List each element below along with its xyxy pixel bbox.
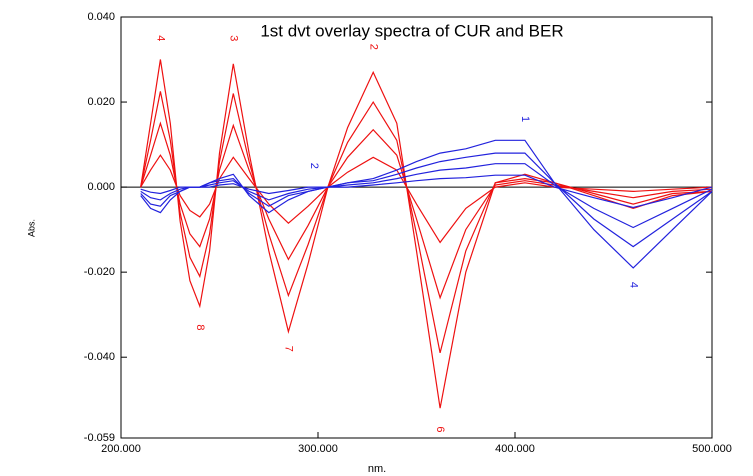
y-tick-label: 0.040 (87, 11, 115, 23)
x-tick-label: 300.000 (298, 443, 338, 455)
spectrum-line (140, 152, 713, 248)
spectrum-line (140, 121, 713, 300)
curve-annotation: 6 (434, 426, 446, 432)
y-tick-label: -0.040 (84, 351, 115, 363)
y-axis-label: Abs. (26, 219, 36, 237)
spectrum-line (140, 174, 713, 209)
curve-annotation: 4 (627, 282, 639, 288)
y-tick-label: -0.059 (84, 432, 115, 444)
curve-annotation: 4 (154, 35, 166, 41)
y-tick-label: -0.020 (84, 266, 115, 278)
x-axis-label: nm. (368, 463, 386, 475)
spectrum-line (140, 59, 713, 409)
curve-annotation: 2 (367, 44, 379, 50)
x-tick-label: 500.000 (692, 443, 732, 455)
spectrum-line (140, 139, 713, 269)
curve-annotation: 3 (227, 35, 239, 41)
x-tick-label: 200.000 (101, 443, 141, 455)
curve-annotation: 8 (194, 324, 206, 330)
x-tick-label: 400.000 (495, 443, 535, 455)
curve-annotation: 7 (283, 346, 295, 352)
y-tick-label: 0.000 (87, 181, 115, 193)
plot-frame (120, 16, 713, 439)
chart-title: 1st dvt overlay spectra of CUR and BER (260, 21, 563, 40)
y-tick-label: 0.020 (87, 96, 115, 108)
spectrum-line (140, 163, 713, 229)
spectrum-line (140, 154, 713, 244)
curve-annotation: 1 (519, 116, 531, 122)
curve-annotation: 2 (308, 163, 320, 169)
